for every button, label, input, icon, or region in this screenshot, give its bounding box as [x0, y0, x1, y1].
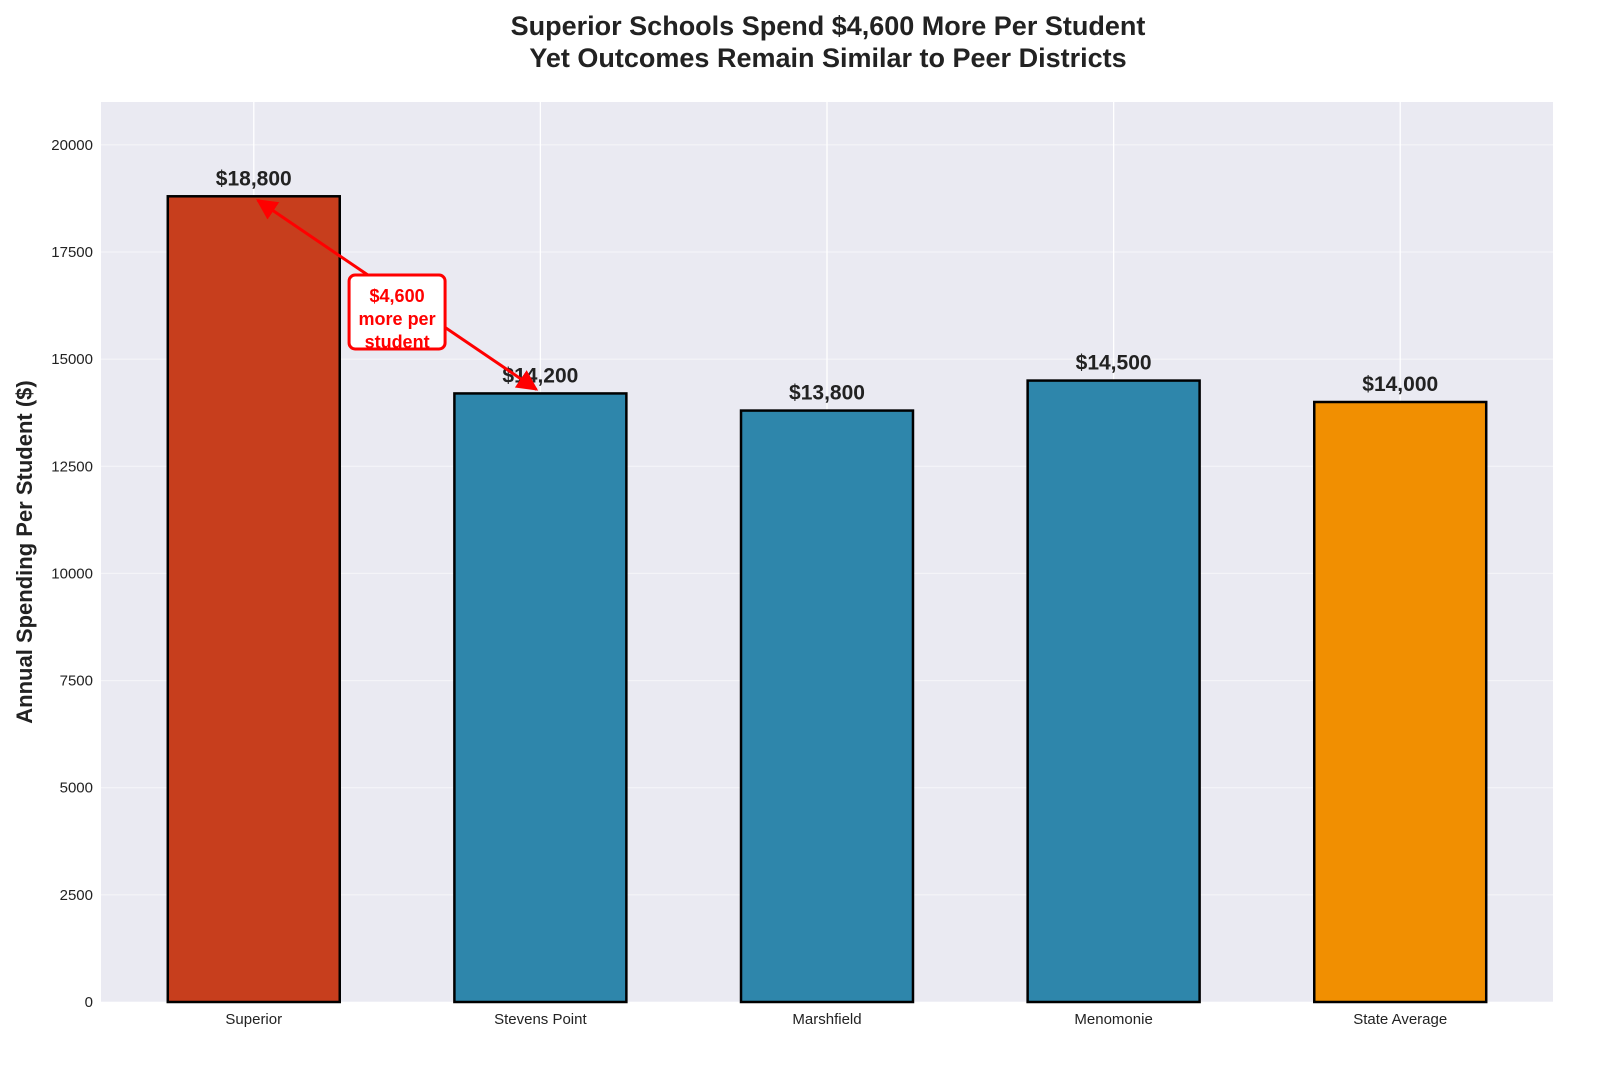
y-tick-label: 0 [85, 994, 93, 1011]
data-label: $14,000 [1362, 373, 1438, 396]
bars [166, 195, 1488, 1004]
bar-marshfield [739, 409, 915, 1004]
annotation-text: $4,600 [370, 286, 425, 306]
x-tick-label: Menomonie [1074, 1011, 1152, 1028]
annotation: $4,600 more per student [256, 199, 539, 391]
y-tick-label: 2500 [60, 887, 93, 904]
y-tick-label: 15000 [51, 351, 93, 368]
y-tick-label: 7500 [60, 673, 93, 690]
x-tick-label: Marshfield [792, 1011, 861, 1028]
annotation-text: student [365, 332, 430, 352]
annotation-box [347, 273, 447, 351]
y-tick-label: 5000 [60, 780, 93, 797]
data-label: $14,500 [1076, 352, 1152, 375]
x-tick-label: Stevens Point [494, 1011, 587, 1028]
annotation-text: more per [359, 309, 436, 329]
chart-title-line-1: Superior Schools Spend $4,600 More Per S… [511, 11, 1146, 41]
y-tick-label: 17500 [51, 244, 93, 261]
chart-title-line-2: Yet Outcomes Remain Similar to Peer Dist… [529, 43, 1126, 73]
bar-superior [166, 195, 342, 1004]
x-tick-label: Superior [225, 1011, 282, 1028]
bar-state-average [1312, 400, 1488, 1004]
x-tick-label: State Average [1353, 1011, 1447, 1028]
data-label: $14,200 [502, 364, 578, 387]
y-axis-label: Annual Spending Per Student ($) [12, 380, 37, 723]
bar-stevens-point [453, 392, 628, 1004]
y-tick-label: 20000 [51, 137, 93, 154]
bar-menomonie [1026, 379, 1201, 1004]
y-tick-label: 12500 [51, 458, 93, 475]
data-label: $18,800 [216, 167, 292, 190]
y-tick-label: 10000 [51, 565, 93, 582]
data-label: $13,800 [789, 382, 865, 405]
